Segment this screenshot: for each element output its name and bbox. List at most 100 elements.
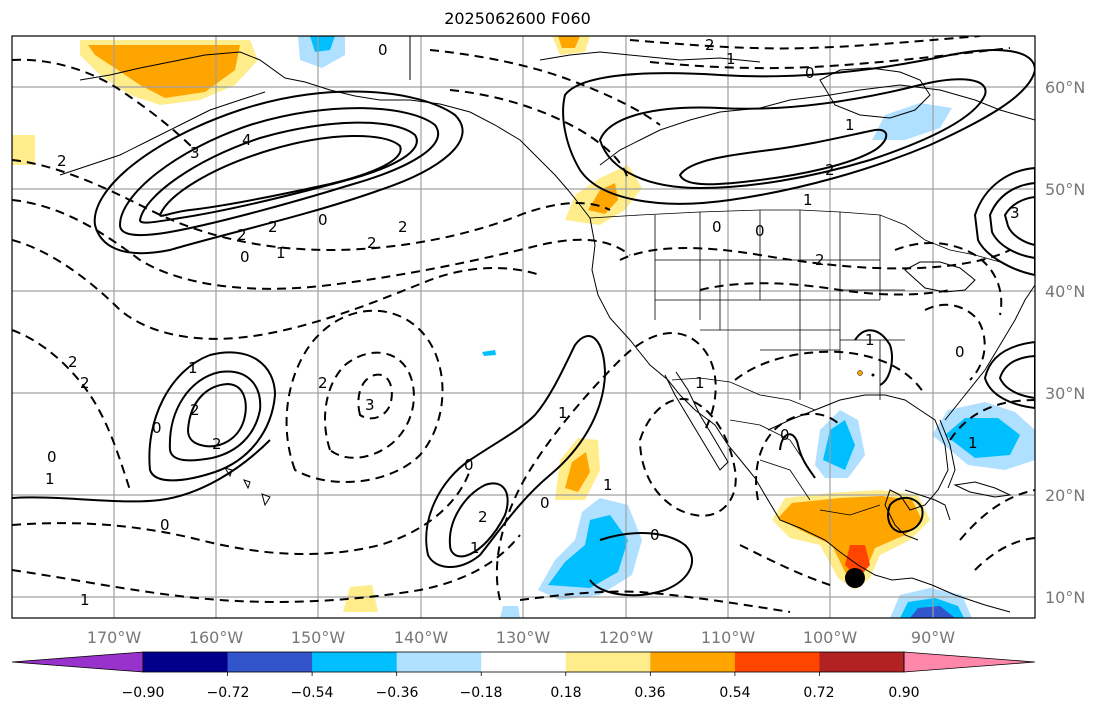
- contour-dash-tropical-low: [12, 534, 521, 603]
- contour-atlantic-low-5: [998, 354, 1035, 400]
- colorbar-segment: [481, 652, 567, 672]
- contour-dash-subtropical-1: [285, 309, 444, 483]
- hawaii-3: [261, 493, 271, 507]
- contour-label: 2: [318, 374, 328, 392]
- contour-label: 0: [378, 41, 388, 59]
- contour-low-aleutian-outer: [93, 90, 464, 255]
- colorbar-segment: [312, 652, 398, 672]
- contour-dash-subtropical-2: [324, 351, 415, 459]
- contour-dash-southeast: [734, 350, 926, 396]
- contour-atlantic-low-4: [983, 340, 1035, 410]
- colorbar: [11, 651, 1036, 676]
- contour-atlantic-low-3: [1003, 195, 1035, 247]
- contour-label: 2: [367, 234, 377, 252]
- contour-label: 0: [805, 64, 815, 82]
- colorbar-tick-label: 0.18: [550, 685, 581, 701]
- contour-low-aleutian-4: [158, 135, 402, 217]
- contour-label: 0: [160, 516, 170, 534]
- anomaly-positive-subtropics-core: [565, 452, 590, 492]
- contour-label: 1: [276, 244, 286, 262]
- us-mexico-border: [671, 377, 816, 411]
- colorbar-tick-label: −0.54: [291, 685, 334, 701]
- contour-low-aleutian-3: [138, 121, 418, 224]
- map-title: 2025062600 F060: [444, 9, 591, 28]
- colorbar-segment: [227, 652, 313, 672]
- lat-label: 60°N: [1045, 78, 1085, 97]
- contour-subtropical-high-outer: [148, 351, 277, 482]
- contour-atlantic-low-1: [973, 166, 1035, 277]
- contour-label: 2: [68, 353, 78, 371]
- lat-label: 50°N: [1045, 180, 1085, 199]
- contour-tropical-2: [589, 532, 694, 597]
- contour-label: 0: [152, 419, 162, 437]
- contour-label: 2: [80, 374, 90, 392]
- colorbar-tick-label: 0.72: [803, 685, 834, 701]
- contour-texas: [854, 329, 893, 386]
- anomaly-positive-canada-core: [558, 36, 580, 48]
- mexico-states: [729, 419, 881, 516]
- gulf-coast: [767, 394, 949, 541]
- great-lakes: [904, 261, 976, 293]
- contour-dash-east-pacific-2: [519, 590, 791, 613]
- anomaly-positive-west-coast-core: [588, 183, 618, 214]
- contour-label: 4: [242, 131, 252, 149]
- lon-label: 120°W: [599, 628, 654, 647]
- anomaly-negative-small: [482, 350, 496, 356]
- lon-label: 100°W: [803, 628, 858, 647]
- colorbar-segment: [143, 652, 229, 672]
- colorbar-tick-label: −0.90: [122, 685, 165, 701]
- contour-label: 2: [190, 401, 200, 419]
- contour-mexico-loop: [887, 496, 924, 534]
- contour-subtropical-high-mid: [168, 370, 262, 462]
- contour-dash-north-pacific-3: [12, 239, 541, 340]
- contour-dash-california-low: [495, 332, 717, 601]
- contour-label: 2: [398, 218, 408, 236]
- us-west-coast: [589, 217, 1011, 613]
- contour-label: 2: [815, 251, 825, 269]
- contour-label: 1: [80, 591, 90, 609]
- contour-canada-high-core: [678, 128, 888, 186]
- contour-label: 2: [705, 36, 715, 54]
- contour-label: 2: [237, 226, 247, 244]
- contour-label: 0: [712, 218, 722, 236]
- contour-canada-high: [562, 49, 1035, 205]
- contour-label: 1: [695, 374, 705, 392]
- colorbar-tick-label: 0.90: [888, 685, 919, 701]
- contour-label: 0: [755, 222, 765, 240]
- contour-label: 2: [478, 508, 488, 526]
- colorbar-extend-low: [11, 651, 144, 673]
- lon-label: 140°W: [394, 628, 449, 647]
- contour-label: 1: [188, 359, 198, 377]
- colorbar-frame: [142, 651, 905, 673]
- anomaly-negative-eastern-pacific-core: [548, 515, 628, 588]
- contour-label: 0: [540, 494, 550, 512]
- contour-label: 1: [603, 476, 613, 494]
- coastlines: [59, 36, 1035, 613]
- contour-label: 1: [558, 404, 568, 422]
- contour-dash-central-pacific: [12, 469, 471, 556]
- contour-canada-high-inner: [598, 78, 987, 190]
- small-marker-texas-2: [871, 373, 875, 377]
- contour-tropical-1: [12, 439, 271, 503]
- colorbar-segment: [565, 652, 651, 672]
- florida: [939, 419, 956, 489]
- map-frame: [11, 35, 1036, 619]
- contour-dash-arctic-2: [449, 89, 629, 181]
- lon-label: 110°W: [701, 628, 756, 647]
- hudson-bay: [819, 67, 931, 119]
- contour-label: 2: [825, 161, 835, 179]
- contour-dash-great-lakes: [699, 282, 951, 296]
- contour-label: 1: [803, 191, 813, 209]
- lat-label: 30°N: [1045, 384, 1085, 403]
- anomaly-negative-hudson: [872, 103, 952, 140]
- contour-dash-plains: [619, 247, 1011, 270]
- anomaly-positive-dateline: [12, 135, 35, 165]
- contour-dash-bering: [12, 58, 196, 151]
- contour-label: 2: [268, 218, 278, 236]
- east-coast: [944, 284, 1035, 421]
- contour-label: 0: [318, 211, 328, 229]
- contour-east-pacific-high-inner: [448, 482, 509, 558]
- alaska-coast: [79, 51, 591, 219]
- contour-dash-east-1: [894, 242, 1003, 316]
- colorbar-segment: [650, 652, 736, 672]
